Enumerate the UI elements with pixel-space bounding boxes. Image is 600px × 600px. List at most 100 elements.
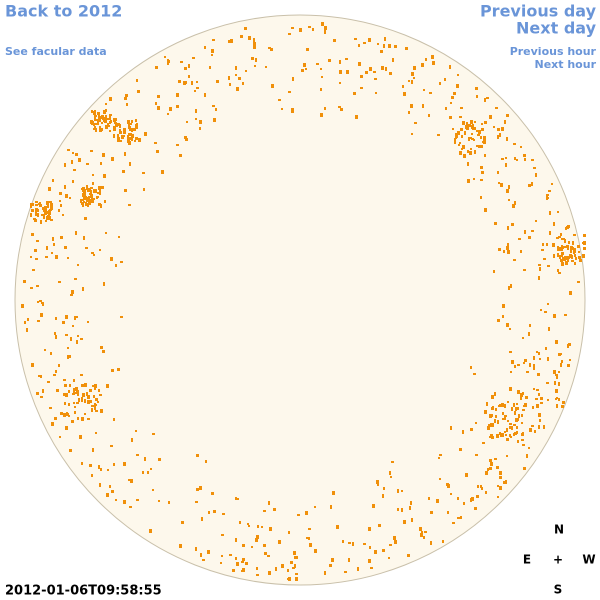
facula [555, 374, 558, 376]
facula [288, 91, 291, 93]
facula [105, 127, 108, 129]
facula [90, 190, 92, 193]
facula [535, 398, 538, 400]
facula [149, 529, 152, 533]
facula [486, 97, 489, 99]
previous-hour-link[interactable]: Previous hour [510, 45, 597, 58]
facula [564, 314, 567, 316]
facula [99, 192, 101, 195]
facula [133, 128, 136, 131]
facula [179, 544, 182, 548]
facula [413, 66, 416, 70]
facula [123, 130, 126, 134]
back-link[interactable]: Back to 2012 [5, 2, 122, 21]
facula [424, 531, 427, 533]
facula [51, 252, 53, 254]
facula [238, 77, 241, 80]
facula [474, 121, 476, 123]
facula [212, 105, 215, 107]
facula [502, 412, 504, 415]
facula [299, 28, 302, 32]
facula [451, 96, 454, 99]
facula [523, 154, 526, 157]
facula [360, 75, 363, 78]
facula [543, 258, 546, 260]
facula [176, 105, 179, 108]
facula [471, 138, 474, 140]
facula [482, 442, 485, 444]
facula [324, 107, 326, 110]
facula [428, 114, 430, 117]
facula [560, 259, 563, 262]
facula [265, 66, 267, 68]
facula [455, 133, 457, 135]
facula [34, 249, 37, 252]
facula [389, 544, 392, 546]
facula [508, 185, 510, 189]
facula [345, 58, 348, 60]
facula [346, 70, 349, 74]
facula [94, 123, 97, 125]
facula [405, 47, 408, 50]
facula [339, 70, 342, 74]
previous-day-link[interactable]: Previous day [480, 2, 597, 21]
facula [119, 140, 122, 142]
facula [89, 193, 92, 195]
facula [110, 445, 113, 447]
facula [569, 254, 572, 258]
facula [126, 103, 128, 106]
facula [68, 415, 70, 417]
facula [499, 476, 502, 479]
facula [91, 122, 93, 125]
facula [526, 454, 528, 458]
facula [411, 518, 413, 522]
facula [491, 395, 494, 399]
facula [287, 569, 289, 572]
facula [35, 201, 38, 203]
facula [36, 213, 39, 216]
facula [429, 92, 432, 94]
facula [520, 393, 523, 395]
facula [54, 417, 57, 420]
facula [385, 67, 387, 71]
facula [569, 359, 571, 361]
facula [419, 527, 422, 531]
facula [47, 206, 49, 208]
facula [520, 250, 522, 253]
facula [301, 69, 304, 72]
facula [125, 94, 128, 97]
facula [247, 523, 249, 525]
facula [31, 209, 34, 212]
facula [504, 404, 506, 408]
facula [561, 245, 563, 248]
next-day-link[interactable]: Next day [516, 19, 597, 38]
facula [547, 399, 549, 401]
facula [468, 137, 470, 141]
facula [196, 488, 199, 491]
facula [242, 544, 245, 547]
facula [113, 463, 115, 466]
facula [485, 472, 487, 475]
facula [73, 402, 75, 404]
facula [75, 387, 78, 391]
facula [308, 528, 311, 530]
facula [561, 238, 564, 240]
facula [130, 123, 132, 125]
facula [566, 245, 569, 248]
facula [81, 199, 84, 201]
facula [181, 521, 184, 524]
facula [583, 247, 586, 250]
facula [242, 82, 244, 85]
facula [470, 148, 472, 150]
facula [53, 374, 56, 376]
facula [389, 471, 391, 475]
facular-link[interactable]: See facular data [5, 45, 107, 58]
facula [102, 153, 105, 157]
facula [471, 133, 473, 135]
facula [191, 81, 193, 85]
facula [579, 259, 582, 262]
facula [94, 119, 97, 121]
next-hour-link[interactable]: Next hour [535, 58, 597, 71]
facula [92, 174, 94, 176]
facula [392, 58, 394, 62]
